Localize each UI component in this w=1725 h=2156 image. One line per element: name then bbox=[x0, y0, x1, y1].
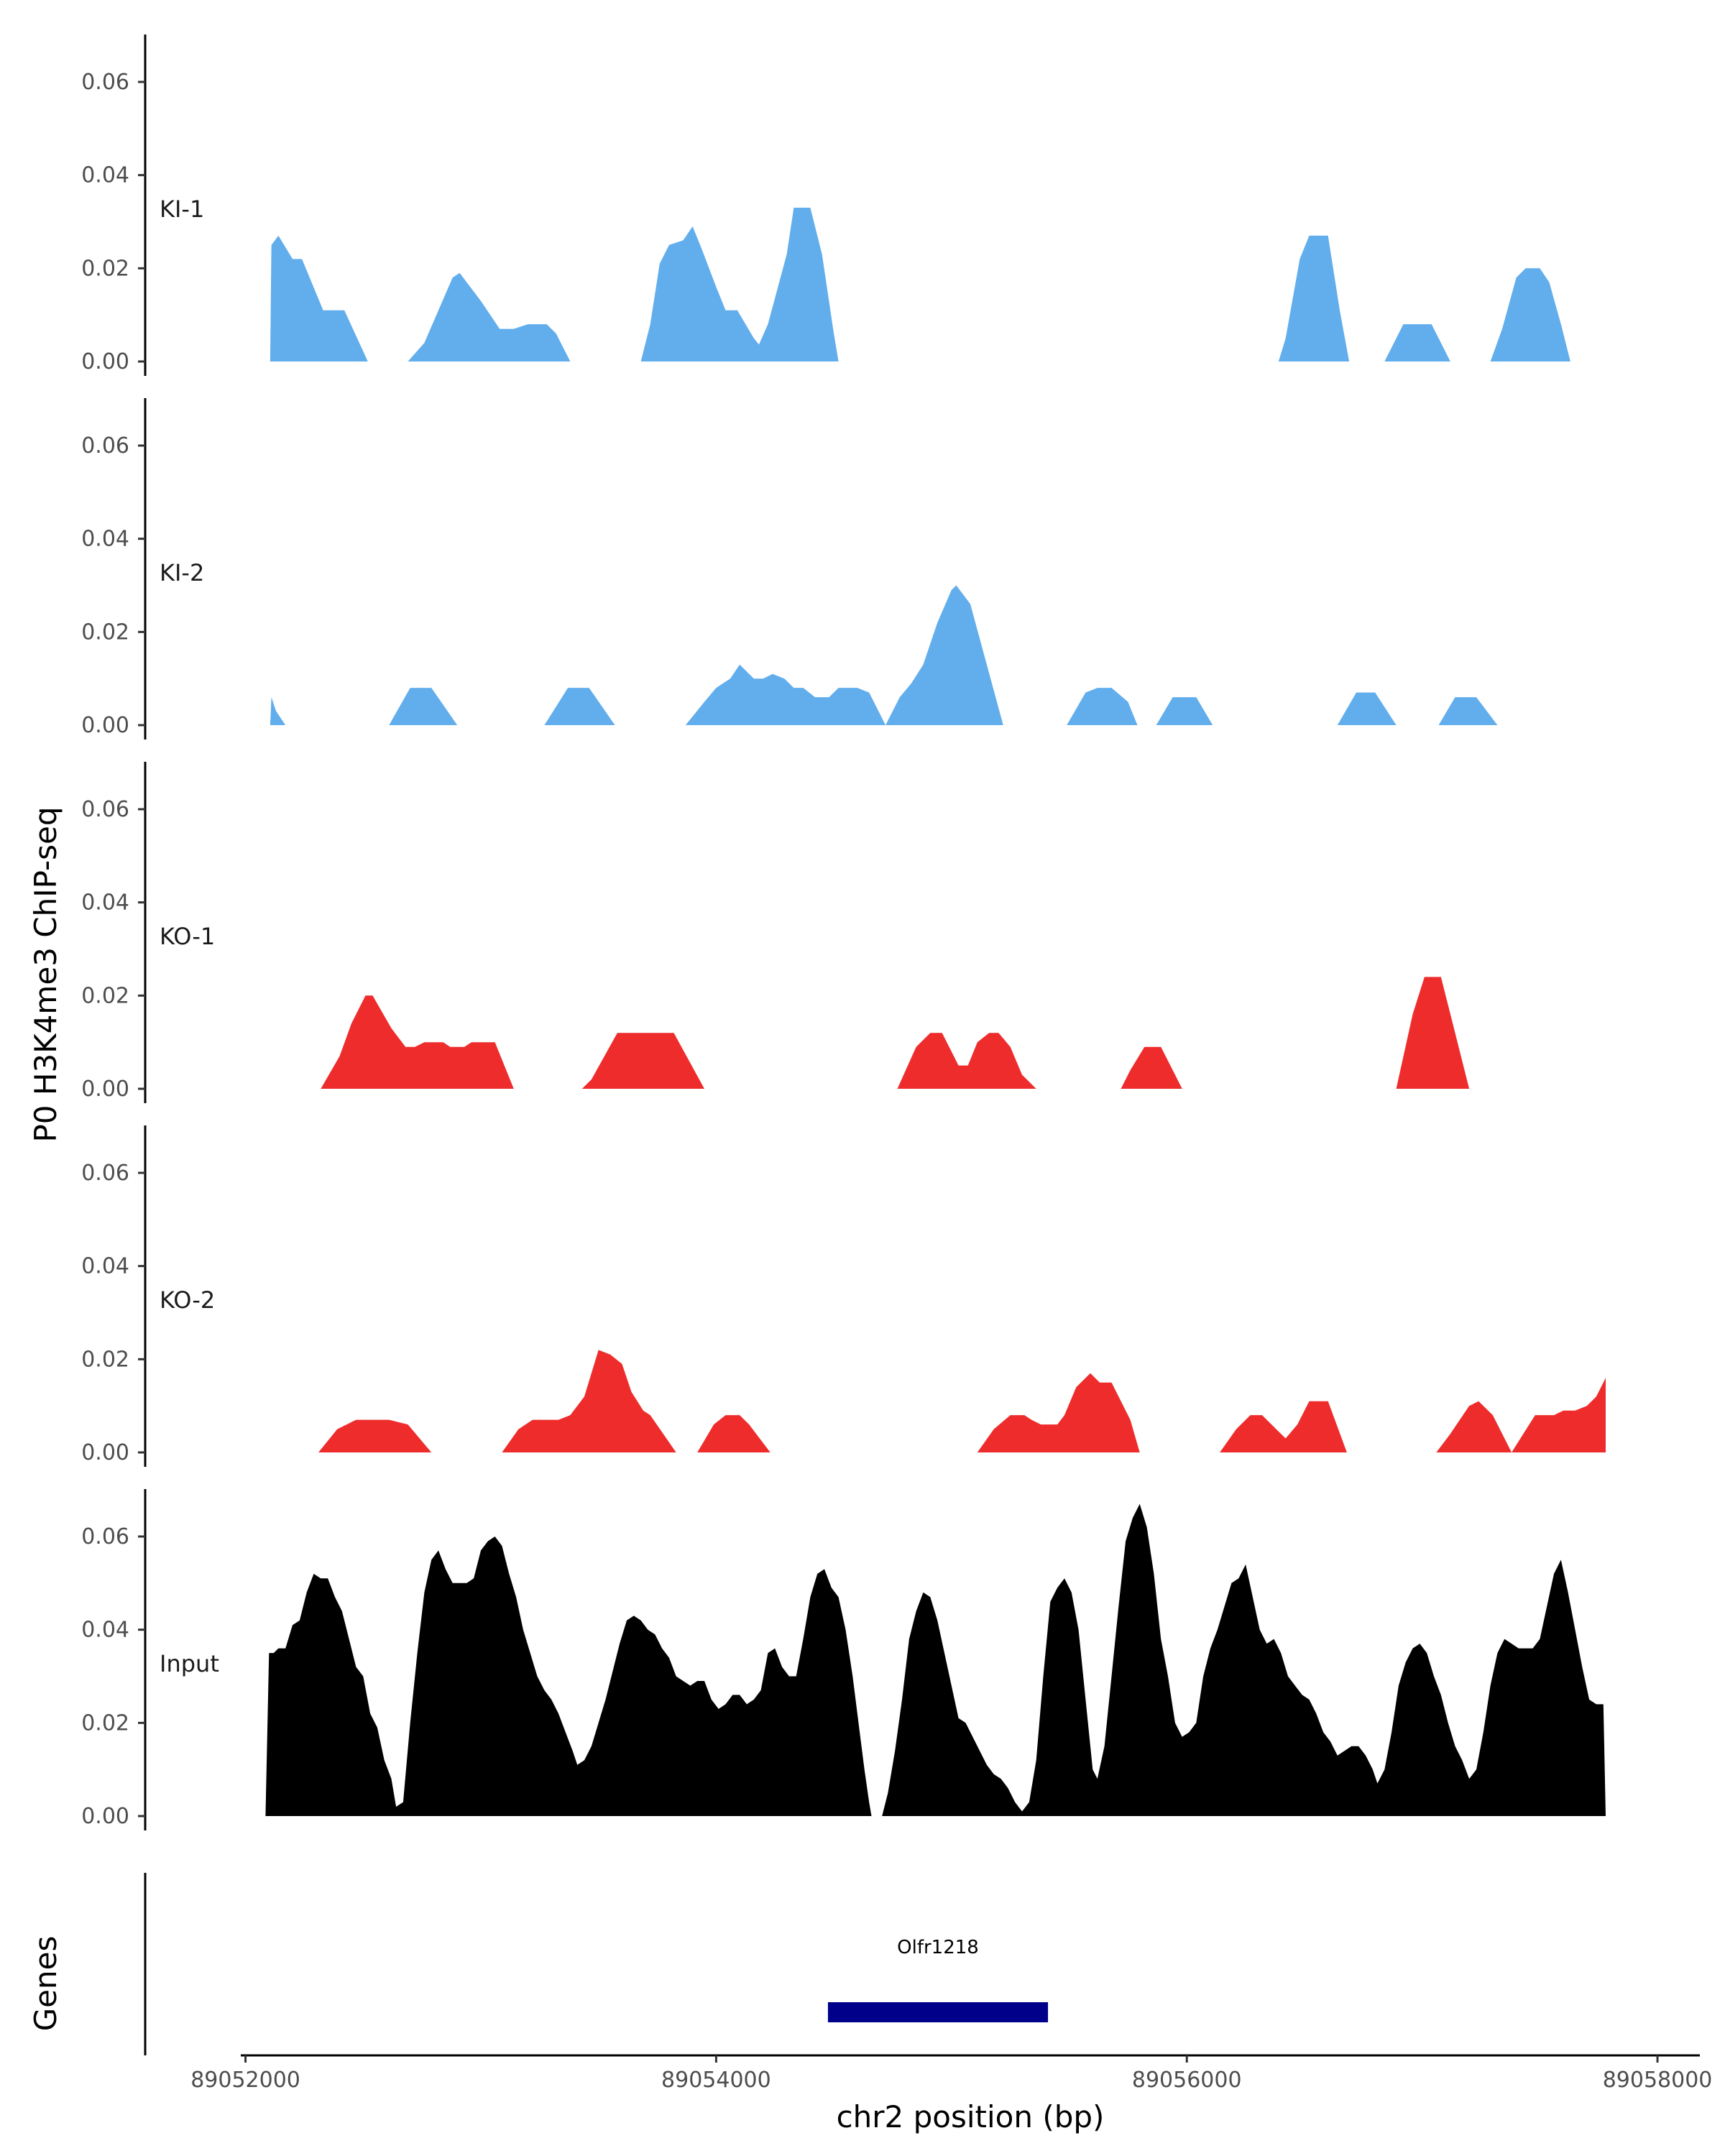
track-ko-1: 0.00 0.02 0.04 0.06 KO-1 bbox=[81, 762, 1470, 1103]
signal-area-ki-2 bbox=[1067, 688, 1138, 725]
signal-area-ki-2 bbox=[270, 697, 286, 725]
signal-area-ko-2 bbox=[1512, 1378, 1606, 1452]
y-tick-label: 0.04 bbox=[81, 527, 129, 552]
gene-label: Olfr1218 bbox=[897, 1937, 979, 1958]
x-tick-label: 89058000 bbox=[1603, 2068, 1713, 2093]
y-tick-label: 0.00 bbox=[81, 1077, 129, 1102]
track-label: Input bbox=[160, 1650, 219, 1677]
signal-area-ko-1 bbox=[897, 1033, 1036, 1089]
signal-area-ki-2 bbox=[389, 688, 458, 725]
track-ki-1: 0.00 0.02 0.04 0.06 KI-1 bbox=[81, 34, 1570, 376]
signal-area-input bbox=[882, 1503, 1606, 1816]
y-tick-label: 0.00 bbox=[81, 1804, 129, 1829]
gene-body-olfr1218 bbox=[827, 2002, 1049, 2022]
y-tick-label: 0.02 bbox=[81, 619, 129, 645]
signal-area-ki-1 bbox=[751, 208, 839, 361]
x-tick-label: 89054000 bbox=[661, 2068, 771, 2093]
x-axis: 89052000 89054000 89056000 89058000 bbox=[190, 2054, 1713, 2093]
track-input: 0.00 0.02 0.04 0.06 Input bbox=[81, 1489, 1606, 1830]
y-tick-label: 0.02 bbox=[81, 256, 129, 281]
x-tick-label: 89056000 bbox=[1132, 2068, 1242, 2093]
signal-area-ko-1 bbox=[321, 995, 514, 1089]
y-tick-label: 0.02 bbox=[81, 1347, 129, 1372]
y-tick-label: 0.00 bbox=[81, 349, 129, 374]
gene-track: Genes Olfr1218 bbox=[28, 1873, 1049, 2055]
tracks-layer: 0.00 0.02 0.04 0.06 KI-1 0.00 0.02 0.04 0.06 KI-2… bbox=[81, 34, 1606, 1830]
signal-area-ki-1 bbox=[640, 226, 773, 361]
signal-area-input bbox=[265, 1537, 872, 1816]
signal-area-ki-2 bbox=[1438, 697, 1498, 725]
signal-area-ki-2 bbox=[685, 664, 886, 725]
gene-track-title: Genes bbox=[28, 1936, 63, 2032]
track-label: KO-2 bbox=[160, 1286, 215, 1314]
signal-area-ko-2 bbox=[502, 1350, 676, 1452]
track-ko-2: 0.00 0.02 0.04 0.06 KO-2 bbox=[81, 1125, 1606, 1467]
signal-area-ki-1 bbox=[408, 272, 571, 361]
y-tick-label: 0.06 bbox=[81, 1524, 129, 1549]
y-tick-label: 0.04 bbox=[81, 1618, 129, 1643]
y-tick-label: 0.06 bbox=[81, 1161, 129, 1186]
x-axis-title: chr2 position (bp) bbox=[837, 2099, 1105, 2134]
signal-area-ki-2 bbox=[886, 585, 1003, 725]
track-label: KI-1 bbox=[160, 195, 204, 223]
track-label: KI-2 bbox=[160, 559, 204, 586]
signal-area-ki-2 bbox=[1156, 697, 1213, 725]
y-tick-label: 0.06 bbox=[81, 70, 129, 95]
y-tick-label: 0.00 bbox=[81, 1440, 129, 1465]
y-tick-label: 0.04 bbox=[81, 1254, 129, 1279]
signal-area-ki-1 bbox=[1278, 235, 1350, 361]
signal-area-ko-1 bbox=[581, 1033, 704, 1089]
signal-area-ko-2 bbox=[318, 1419, 432, 1452]
track-label: KO-1 bbox=[160, 923, 215, 950]
y-tick-label: 0.02 bbox=[81, 983, 129, 1008]
signal-area-ko-1 bbox=[1121, 1046, 1182, 1089]
signal-area-ko-2 bbox=[977, 1373, 1140, 1452]
signal-area-ko-2 bbox=[697, 1415, 770, 1452]
signal-area-ki-1 bbox=[1384, 324, 1450, 361]
signal-area-ko-2 bbox=[1220, 1401, 1347, 1452]
y-tick-label: 0.06 bbox=[81, 797, 129, 822]
y-tick-label: 0.00 bbox=[81, 713, 129, 738]
x-tick-label: 89052000 bbox=[190, 2068, 300, 2093]
y-tick-label: 0.04 bbox=[81, 163, 129, 188]
signal-area-ki-2 bbox=[1337, 692, 1397, 725]
y-axis-title: P0 H3K4me3 ChIP-seq bbox=[28, 806, 63, 1142]
signal-area-ki-2 bbox=[544, 688, 615, 725]
y-tick-label: 0.06 bbox=[81, 433, 129, 459]
y-tick-label: 0.02 bbox=[81, 1710, 129, 1736]
track-ki-2: 0.00 0.02 0.04 0.06 KI-2 bbox=[81, 398, 1498, 740]
signal-area-ki-1 bbox=[1490, 268, 1570, 361]
signal-area-ki-1 bbox=[270, 235, 368, 361]
y-tick-label: 0.04 bbox=[81, 890, 129, 916]
signal-area-ko-1 bbox=[1396, 977, 1470, 1089]
signal-area-ko-2 bbox=[1436, 1401, 1512, 1452]
